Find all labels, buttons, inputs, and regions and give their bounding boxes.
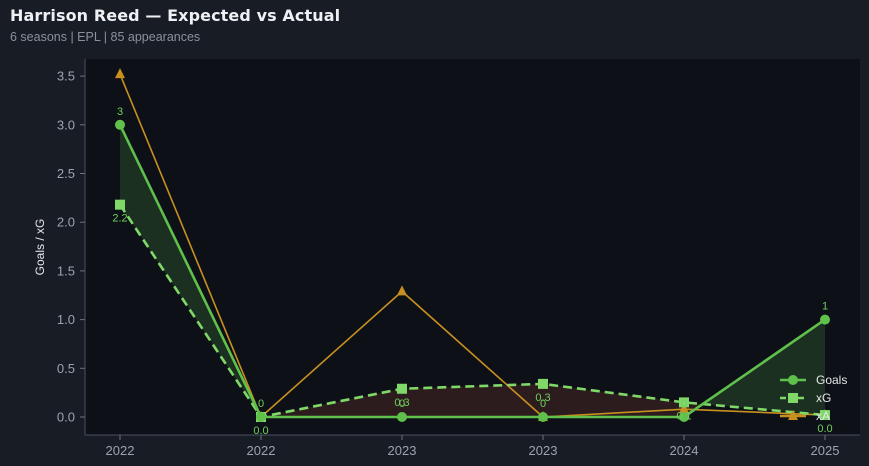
y-tick-label: 1.5 [57,263,75,278]
x-tick-label: 2022 [106,443,135,458]
y-tick-label: 2.5 [57,166,75,181]
y-axis-label: Goals / xG [33,219,47,276]
xa-line [119,73,826,419]
goals-value-label: 3 [117,106,123,118]
goals-marker [679,412,689,422]
xg-value-label: 0.0 [253,425,268,437]
xg-marker [679,397,689,408]
xg-marker [115,199,125,210]
plot-area [85,59,860,435]
xg-value-label: 0.0 [817,423,832,435]
goals-marker [256,412,266,422]
goals-marker [397,412,407,422]
x-tick-label: 2025 [811,443,840,458]
legend-label: Goals [816,373,847,387]
xg-marker [538,378,548,389]
legend-label: xA [816,409,830,423]
x-axis-ticks: 2022 2022 2023 2023 2024 2025 [106,435,840,458]
xa-marker [679,403,689,414]
goals-value-label: 0 [258,398,264,410]
xa-marker [115,68,125,79]
data-labels: 3 0 0 0 0 1 2.2 0.0 0.3 0.3 0.1 0.0 [112,106,832,437]
y-tick-label: 3.0 [57,117,75,132]
xg-line [118,203,826,419]
goals-value-label: 1 [822,301,828,313]
xg-value-label: 0.1 [676,410,691,422]
x-tick-label: 2022 [247,443,276,458]
y-tick-label: 0.5 [57,361,75,376]
x-tick-label: 2024 [670,443,699,458]
goals-marker [820,314,830,325]
xg-marker [397,383,407,394]
y-tick-label: 3.5 [57,69,75,84]
goals-marker [538,412,548,422]
goals-value-label: 0 [681,398,687,410]
goals-value-label: 0 [540,398,546,410]
x-tick-label: 2023 [529,443,558,458]
y-tick-label: 2.0 [57,215,75,230]
legend-xa-icon [788,410,798,420]
xg-value-label: 0.3 [535,392,550,404]
legend-label: xG [816,391,831,405]
legend-goals-icon [788,375,798,385]
xa-marker [397,285,407,296]
chart-subtitle: 6 seasons | EPL | 85 appearances [10,30,201,44]
y-tick-label: 1.0 [57,312,75,327]
series-lines [115,68,830,422]
y-axis-ticks: 0.0 0.5 1.0 1.5 2.0 2.5 3.0 3.5 [57,69,85,425]
goals-line [118,124,826,419]
legend-xg-icon [788,393,798,403]
xg-value-label: 2.2 [112,213,127,225]
x-tick-label: 2023 [388,443,417,458]
xg-value-label: 0.3 [394,397,409,409]
y-tick-label: 0.0 [57,410,75,425]
legend: Goals xG xA [780,373,847,423]
goals-value-label: 0 [399,398,405,410]
chart-title: Harrison Reed — Expected vs Actual [10,6,341,25]
axes [84,59,860,436]
goals-marker [115,119,125,130]
xg-marker [820,410,830,421]
